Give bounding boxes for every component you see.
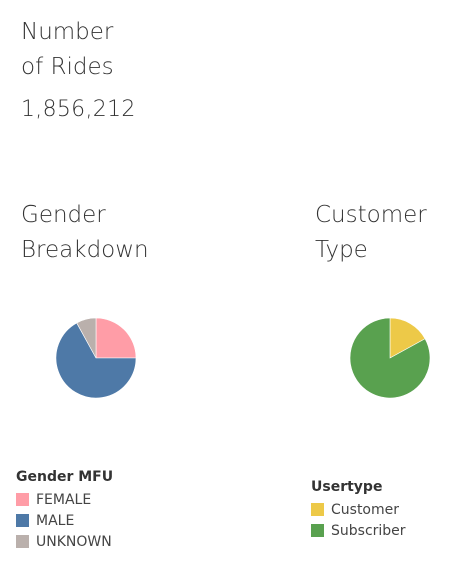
pie-slice-male[interactable]: [55, 322, 137, 399]
legend-label-female: FEMALE: [36, 491, 92, 508]
rides-title-line1: Number: [21, 19, 114, 45]
subscriber-swatch: [311, 524, 324, 537]
female-swatch: [16, 493, 29, 506]
gender-title-line1: Gender: [21, 202, 106, 228]
legend-item-female[interactable]: FEMALE: [16, 489, 113, 510]
legend-label-male: MALE: [36, 512, 75, 529]
legend-item-male[interactable]: MALE: [16, 510, 113, 531]
customer-swatch: [311, 503, 324, 516]
type-title-line1: Customer: [315, 202, 427, 228]
gender-title-line2: Breakdown: [21, 237, 149, 263]
pie-slice-unknown[interactable]: [76, 317, 97, 359]
rides-title: Number of Rides: [21, 15, 114, 85]
legend-label-customer: Customer: [331, 501, 400, 518]
pie-slice-customer[interactable]: [389, 317, 426, 359]
customer-type-pie-chart[interactable]: [348, 316, 432, 400]
gender-legend: Gender MFU FEMALE MALE UNKNOWN: [16, 469, 113, 552]
gender-legend-title: Gender MFU: [16, 469, 114, 485]
rides-count: 1,856,212: [21, 97, 136, 122]
legend-item-customer[interactable]: Customer: [311, 499, 406, 520]
male-swatch: [16, 514, 29, 527]
customer-type-title: Customer Type: [315, 198, 427, 268]
type-title-line2: Type: [315, 237, 368, 263]
usertype-legend: Usertype Customer Subscriber: [311, 479, 406, 541]
gender-breakdown-title: Gender Breakdown: [21, 198, 149, 268]
unknown-swatch: [16, 535, 29, 548]
legend-item-subscriber[interactable]: Subscriber: [311, 520, 406, 541]
legend-label-unknown: UNKNOWN: [36, 533, 112, 550]
pie-slice-subscriber[interactable]: [349, 317, 431, 399]
rides-title-line2: of Rides: [21, 54, 114, 80]
usertype-legend-title: Usertype: [311, 479, 383, 495]
pie-slice-female[interactable]: [95, 317, 137, 359]
legend-item-unknown[interactable]: UNKNOWN: [16, 531, 113, 552]
gender-pie-chart[interactable]: [54, 316, 138, 400]
legend-label-subscriber: Subscriber: [331, 522, 406, 539]
